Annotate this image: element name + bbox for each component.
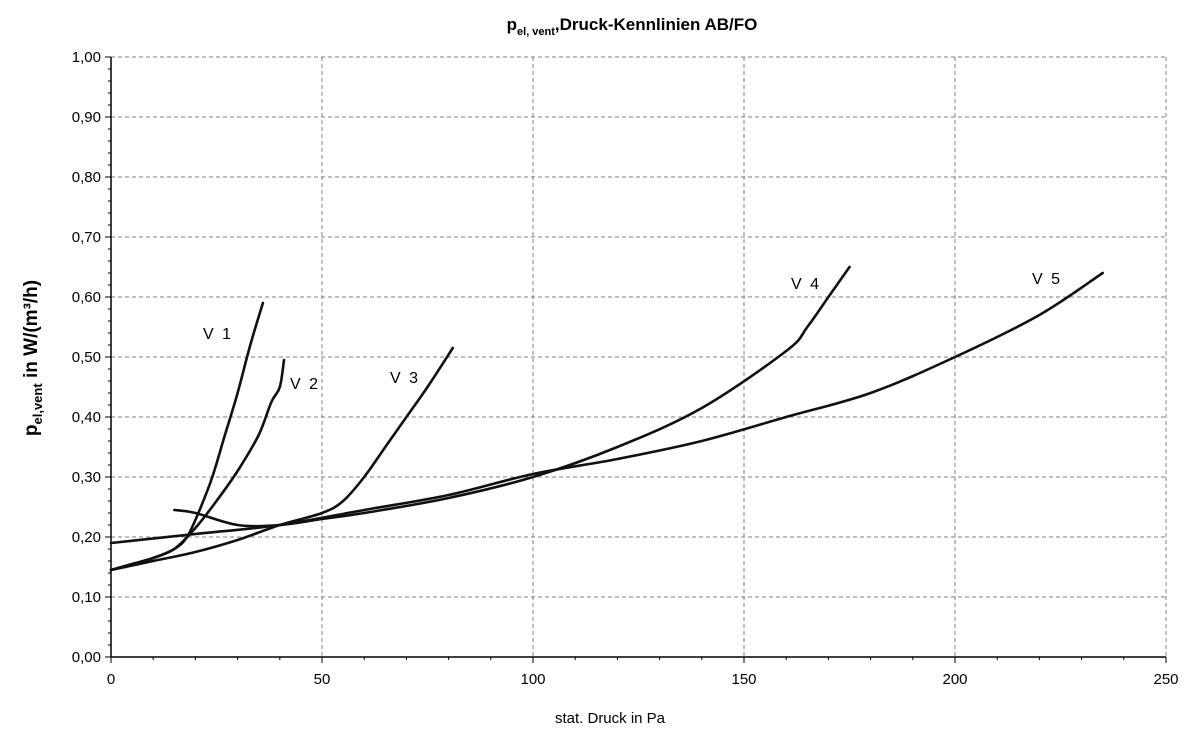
x-tick-label: 200 [942,671,967,688]
y-tick-label: 0,10 [72,589,101,606]
y-axis-label-main: p [21,425,42,437]
chart-title-rest: ,Druck-Kennlinien AB/FO [555,15,757,34]
y-tick-label: 0,60 [72,289,101,306]
y-axis-label-rest: in W/(m³/h) [21,280,42,383]
y-tick-label: 0,50 [72,349,101,366]
y-tick-label: 0,00 [72,649,101,666]
x-tick-label: 100 [520,671,545,688]
series-line-v5 [109,271,1104,545]
chart-title-main: p [507,15,517,34]
series-label-v2: V 2 [290,376,320,393]
series-line-v2 [109,358,286,572]
y-tick-label: 1,00 [72,49,101,66]
y-axis-label: pel,vent in W/(m³/h) [21,280,45,436]
series-label-v3: V 3 [390,370,420,387]
tick-labels: 0,00 0,10 0,20 0,30 0,40 0,50 0,60 0,70 0,80 0,90… [72,49,1179,688]
series-label-v5: V 5 [1032,271,1062,288]
x-tick-label: 50 [314,671,331,688]
series-labels: V 1 V 2 V 3 V 4 V 5 [203,271,1062,393]
series-lines [109,265,1104,572]
y-tick-label: 0,80 [72,169,101,186]
y-tick-label: 0,30 [72,469,101,486]
y-tick-label: 0,90 [72,109,101,126]
y-tick-label: 0,70 [72,229,101,246]
series-line-v4 [173,265,851,528]
x-tick-label: 150 [731,671,756,688]
x-axis-label: stat. Druck in Pa [555,710,666,727]
y-axis-label-sub: el,vent [30,383,45,425]
axes [105,56,1167,663]
series-label-v4: V 4 [791,276,821,293]
grid [111,56,1167,657]
x-tick-label: 250 [1153,671,1178,688]
y-tick-label: 0,40 [72,409,101,426]
chart-title: pel, vent,Druck-Kennlinien AB/FO [507,15,758,38]
chart-title-sub: el, vent [517,26,555,38]
y-tick-label: 0,20 [72,529,101,546]
series-line-v3 [109,346,455,572]
x-tick-label: 0 [107,671,115,688]
series-label-v1: V 1 [203,326,233,343]
